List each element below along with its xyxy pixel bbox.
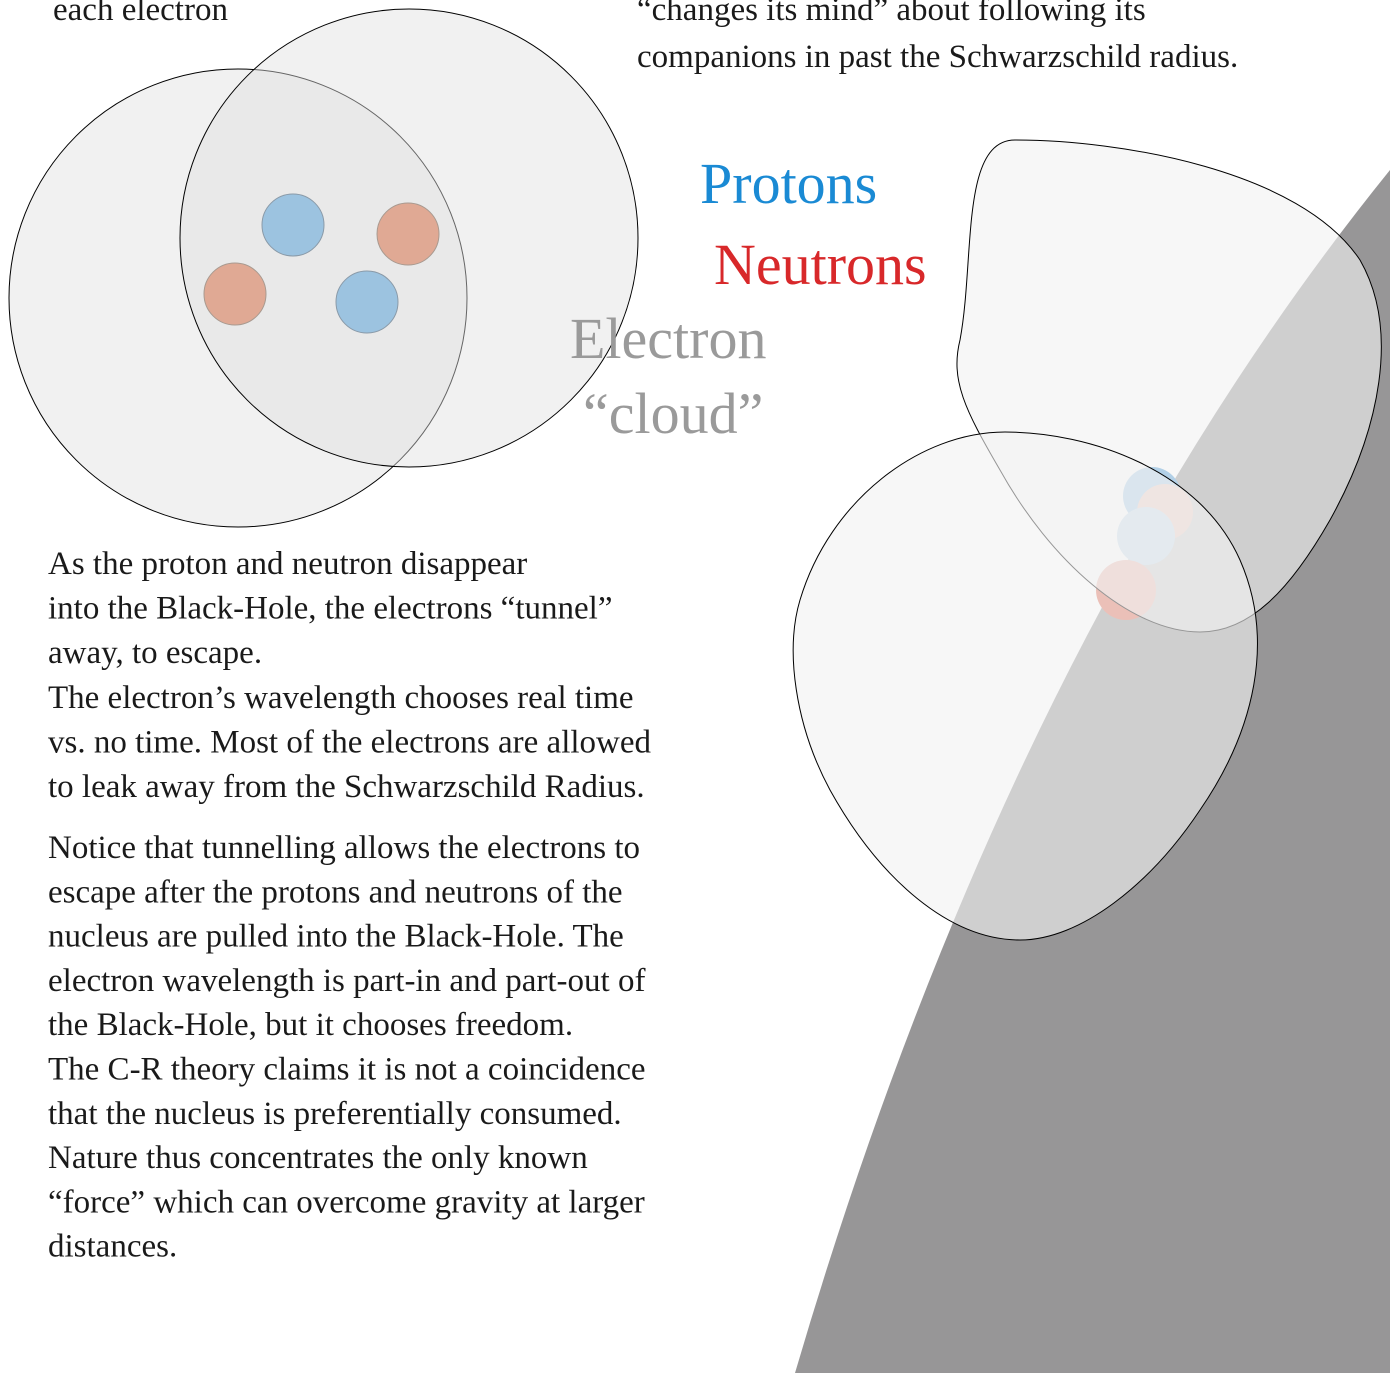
paragraph-line: “force” which can overcome gravity at la… bbox=[48, 1184, 645, 1220]
paragraph-line: vs. no time. Most of the electrons are a… bbox=[48, 724, 652, 760]
paragraph-line: escape after the protons and neutrons of… bbox=[48, 874, 623, 910]
paragraph-line: to leak away from the Schwarzschild Radi… bbox=[48, 769, 645, 805]
caption: each electron bbox=[53, 0, 228, 28]
label-protons: Protons bbox=[700, 151, 877, 216]
atom-diagram bbox=[9, 9, 638, 527]
neutron bbox=[377, 203, 439, 265]
paragraph-line: Notice that tunnelling allows the electr… bbox=[48, 830, 640, 866]
proton bbox=[336, 271, 398, 333]
text-body: As the proton and neutron disappear into … bbox=[48, 546, 652, 1265]
paragraph-line: the Black-Hole, but it chooses freedom. bbox=[48, 1007, 573, 1043]
label-cloud: “cloud” bbox=[583, 381, 763, 446]
caption: “changes its mind” about following its bbox=[637, 0, 1146, 28]
paragraph-line: nucleus are pulled into the Black-Hole. … bbox=[48, 919, 624, 955]
label-neutrons: Neutrons bbox=[714, 232, 927, 297]
black-hole-diagram bbox=[793, 140, 1390, 1373]
paragraph-line: into the Black-Hole, the electrons “tunn… bbox=[48, 591, 612, 627]
paragraph-line: As the proton and neutron disappear bbox=[48, 546, 527, 582]
page: each electron “changes its mind” about f… bbox=[0, 0, 1390, 1373]
neutron bbox=[204, 263, 266, 325]
paragraph-line: distances. bbox=[48, 1229, 177, 1265]
proton bbox=[262, 194, 324, 256]
caption: companions in past the Schwarzschild rad… bbox=[637, 39, 1238, 75]
paragraph-line: The electron’s wavelength chooses real t… bbox=[48, 680, 634, 716]
paragraph-line: electron wavelength is part-in and part-… bbox=[48, 963, 645, 999]
paragraph-line: Nature thus concentrates the only known bbox=[48, 1140, 588, 1176]
label-electron: Electron bbox=[570, 306, 766, 371]
paragraph-line: The C-R theory claims it is not a coinci… bbox=[48, 1052, 646, 1088]
paragraph-line: away, to escape. bbox=[48, 635, 262, 671]
paragraph-line: that the nucleus is preferentially consu… bbox=[48, 1096, 622, 1132]
